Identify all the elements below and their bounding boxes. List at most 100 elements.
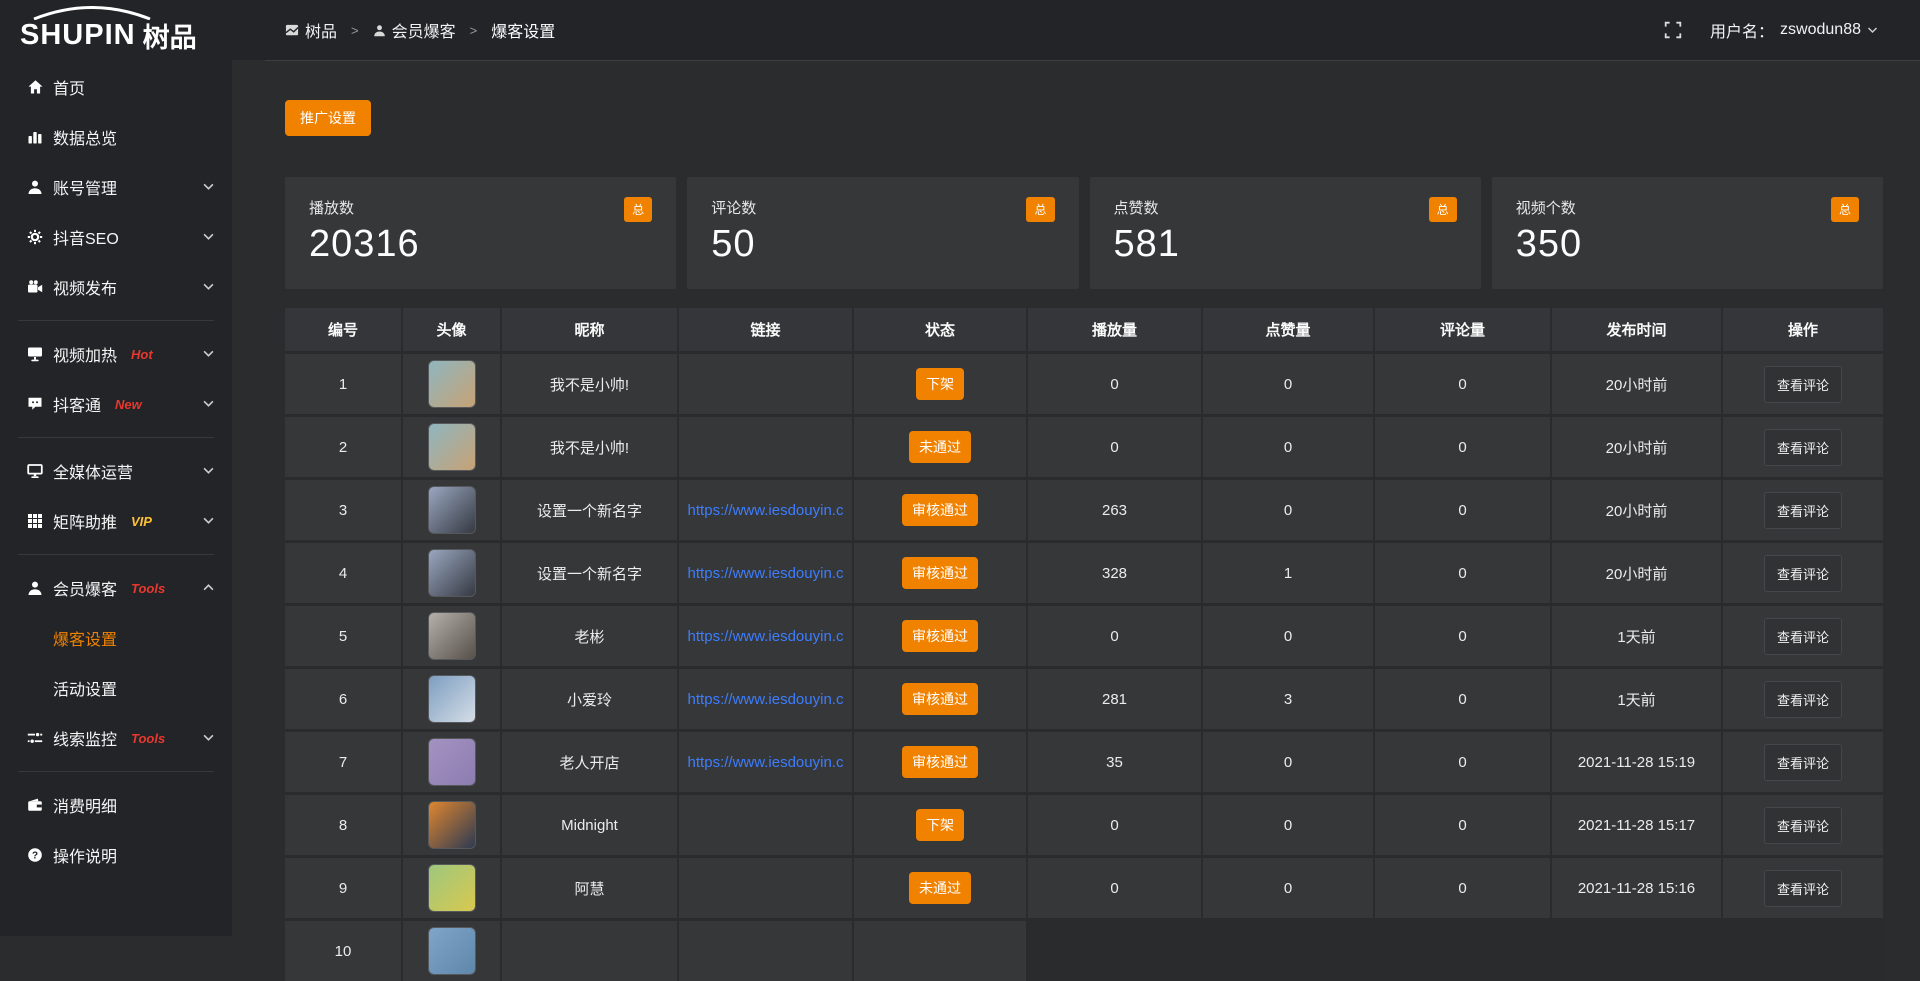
total-badge: 总: [1830, 197, 1859, 222]
top-bar: SHUPIN 树品 树品 > 会员爆客 > 爆客设置: [0, 0, 1920, 60]
status-badge: 未通过: [909, 872, 971, 904]
row-nickname-cell: 设置一个新名字: [502, 543, 677, 603]
chevron-down-icon: [203, 282, 214, 291]
row-avatar-cell: [403, 669, 500, 729]
user-icon: [27, 178, 45, 196]
row-comments-cell: 0: [1375, 417, 1550, 477]
row-actions-cell: 查看评论: [1723, 354, 1883, 414]
video-link[interactable]: https://www.iesdouyin.c: [687, 690, 844, 708]
row-likes-cell: 0: [1203, 354, 1373, 414]
breadcrumb-separator: >: [469, 22, 478, 38]
logo-text-cn: 树品: [142, 22, 197, 53]
sidebar-item-video-heat[interactable]: 视频加热 Hot: [0, 329, 232, 379]
chevron-down-icon: [203, 232, 214, 241]
row-link-cell: https://www.iesdouyin.c: [679, 606, 852, 666]
sidebar-divider: [18, 554, 214, 555]
chevron-up-icon: [203, 583, 214, 592]
view-comments-button[interactable]: 查看评论: [1763, 869, 1842, 907]
column-header-likes: 点赞量: [1203, 308, 1373, 351]
row-id-cell: 3: [285, 480, 401, 540]
row-nickname-cell: Midnight: [502, 795, 677, 855]
total-badge: 总: [1428, 197, 1457, 222]
row-status-cell: 下架: [854, 795, 1026, 855]
column-header-actions: 操作: [1723, 308, 1883, 351]
row-id-cell: 6: [285, 669, 401, 729]
row-time-cell: 2021-11-28 15:16: [1552, 858, 1721, 918]
view-comments-button[interactable]: 查看评论: [1763, 491, 1842, 529]
sidebar-item-home[interactable]: 首页: [0, 62, 232, 112]
promotion-settings-button[interactable]: 推广设置: [285, 100, 371, 136]
column-header-avatar: 头像: [403, 308, 500, 351]
sidebar-item-media-operation[interactable]: 全媒体运营: [0, 446, 232, 496]
row-avatar-cell: [403, 480, 500, 540]
row-avatar-cell: [403, 606, 500, 666]
row-avatar-cell: [403, 354, 500, 414]
screen-cast-icon: [27, 345, 45, 363]
row-actions-cell: 查看评论: [1723, 795, 1883, 855]
sidebar-item-activity-settings[interactable]: 活动设置: [53, 682, 118, 699]
avatar: [427, 423, 476, 471]
tools-badge: Tools: [131, 730, 166, 746]
row-nickname-cell: 老人开店: [502, 732, 677, 792]
sidebar-item-matrix-boost[interactable]: 矩阵助推 VIP: [0, 496, 232, 546]
video-link[interactable]: https://www.iesdouyin.c: [687, 753, 844, 771]
column-header-id: 编号: [285, 308, 401, 351]
fullscreen-icon[interactable]: [1664, 21, 1682, 39]
row-plays-cell: 0: [1028, 606, 1201, 666]
new-badge: New: [115, 396, 142, 412]
column-header-nickname: 昵称: [502, 308, 677, 351]
video-link[interactable]: https://www.iesdouyin.c: [687, 564, 844, 582]
view-comments-button[interactable]: 查看评论: [1763, 743, 1842, 781]
row-nickname-cell: 我不是小帅!: [502, 417, 677, 477]
row-link-cell: https://www.iesdouyin.c: [679, 669, 852, 729]
sidebar: 首页 数据总览 账号管理 抖音SEO 视频发布: [0, 60, 232, 936]
row-actions-cell: 查看评论: [1723, 732, 1883, 792]
sidebar-item-douyin-seo[interactable]: 抖音SEO: [0, 212, 232, 262]
view-comments-button[interactable]: 查看评论: [1763, 365, 1842, 403]
view-comments-button[interactable]: 查看评论: [1763, 680, 1842, 718]
row-link-cell: [679, 417, 852, 477]
sidebar-item-lead-monitor[interactable]: 线索监控 Tools: [0, 713, 232, 763]
view-comments-button[interactable]: 查看评论: [1763, 617, 1842, 655]
breadcrumb-member[interactable]: 会员爆客: [373, 18, 456, 42]
view-comments-button[interactable]: 查看评论: [1763, 806, 1842, 844]
sidebar-item-instructions[interactable]: ? 操作说明: [0, 830, 232, 880]
stat-card-comments: 评论数 50 总: [687, 177, 1079, 289]
avatar: [427, 738, 476, 786]
breadcrumb-home[interactable]: 树品: [285, 18, 337, 42]
avatar: [427, 675, 476, 723]
sidebar-divider: [18, 437, 214, 438]
row-link-cell: https://www.iesdouyin.c: [679, 543, 852, 603]
video-link[interactable]: https://www.iesdouyin.c: [687, 627, 844, 645]
row-comments-cell: 0: [1375, 795, 1550, 855]
row-likes-cell: 0: [1203, 417, 1373, 477]
row-id-cell: 8: [285, 795, 401, 855]
video-camera-icon: [27, 278, 45, 296]
sidebar-item-consumption-details[interactable]: 消费明细: [0, 780, 232, 830]
svg-text:?: ?: [32, 850, 38, 861]
row-likes-cell: 0: [1203, 480, 1373, 540]
sidebar-item-data-overview[interactable]: 数据总览: [0, 112, 232, 162]
sidebar-divider: [18, 320, 214, 321]
monitor-icon: [27, 462, 45, 480]
sidebar-item-member-baoke[interactable]: 会员爆客 Tools: [0, 563, 232, 613]
view-comments-button[interactable]: 查看评论: [1763, 554, 1842, 592]
stat-card-plays: 播放数 20316 总: [285, 177, 677, 289]
row-link-cell: https://www.iesdouyin.c: [679, 480, 852, 540]
sidebar-item-baoke-settings[interactable]: 爆客设置: [53, 632, 118, 649]
video-link[interactable]: https://www.iesdouyin.c: [687, 501, 844, 519]
row-actions-cell: 查看评论: [1723, 543, 1883, 603]
row-avatar-cell: [403, 732, 500, 792]
row-avatar-cell: [403, 858, 500, 918]
avatar: [427, 927, 476, 975]
sidebar-item-douketong[interactable]: 抖客通 New: [0, 379, 232, 429]
sidebar-item-video-publish[interactable]: 视频发布: [0, 262, 232, 312]
view-comments-button[interactable]: 查看评论: [1763, 428, 1842, 466]
row-status-cell: 未通过: [854, 858, 1026, 918]
sidebar-divider: [18, 771, 214, 772]
user-menu[interactable]: 用户名： zswodun88: [1710, 18, 1878, 42]
row-link-cell: [679, 354, 852, 414]
sidebar-item-account[interactable]: 账号管理: [0, 162, 232, 212]
row-nickname-cell: 设置一个新名字: [502, 480, 677, 540]
row-avatar-cell: [403, 417, 500, 477]
